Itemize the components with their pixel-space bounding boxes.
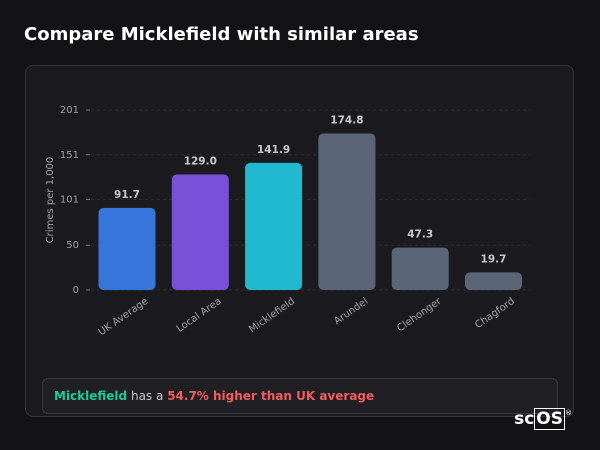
x-tick-label: Micklefield — [247, 296, 297, 336]
x-tick-label: UK Average — [97, 296, 151, 338]
x-tick-label: Clehonger — [395, 295, 444, 334]
logo: sc OS ® — [514, 408, 572, 430]
y-tick-label: 50 — [66, 240, 79, 251]
summary-emphasis: 54.7% higher than UK average — [167, 389, 375, 403]
value-label: 91.7 — [114, 189, 140, 201]
y-tick-label: 0 — [73, 285, 79, 296]
summary-highlight: Micklefield — [54, 389, 128, 403]
bar — [391, 247, 449, 290]
x-tick-label: Local Area — [175, 296, 224, 335]
x-tick-label: Arundel — [332, 296, 370, 327]
value-label: 129.0 — [184, 155, 217, 167]
value-label: 47.3 — [407, 229, 433, 241]
logo-box: OS — [534, 408, 565, 430]
bar — [171, 174, 229, 290]
bar — [245, 162, 303, 290]
value-label: 141.9 — [257, 144, 290, 156]
page-title: Compare Micklefield with similar areas — [24, 24, 419, 45]
bar — [318, 133, 376, 290]
x-tick-label: Chagford — [473, 296, 517, 331]
logo-text: sc — [514, 409, 535, 429]
value-label: 19.7 — [481, 253, 507, 265]
bar — [98, 207, 156, 290]
value-label: 174.8 — [330, 114, 363, 126]
y-tick-label: 151 — [60, 150, 79, 161]
bar — [465, 272, 522, 290]
y-tick-label: 201 — [60, 105, 79, 116]
summary-text: has a — [130, 389, 164, 403]
y-axis-label: Crimes per 1,000 — [45, 157, 56, 244]
logo-mark: ® — [565, 409, 572, 417]
summary: Micklefield has a 54.7% higher than UK a… — [42, 378, 558, 414]
y-tick-label: 101 — [60, 195, 79, 206]
